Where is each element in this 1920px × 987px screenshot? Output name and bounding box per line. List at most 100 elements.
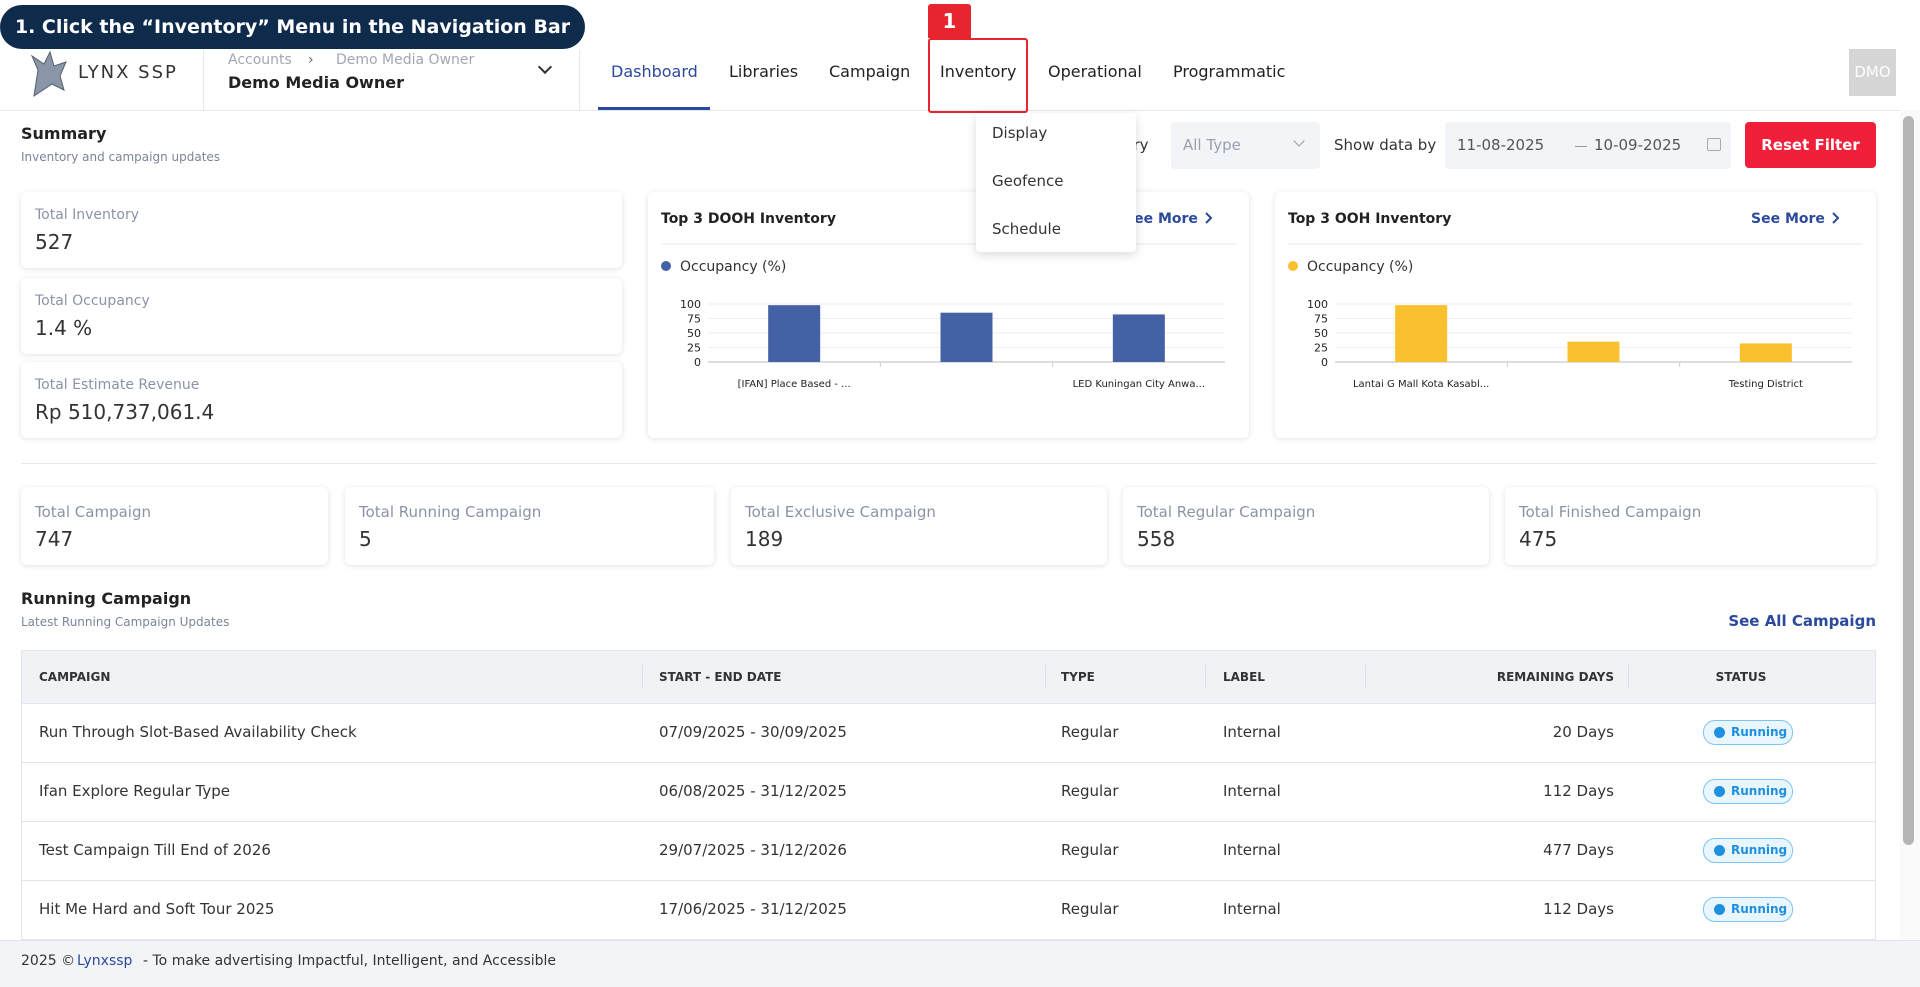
table-cell: Regular bbox=[1061, 900, 1119, 918]
table-cell: Regular bbox=[1061, 782, 1119, 800]
header-divider bbox=[203, 50, 204, 110]
stat-label: Total Inventory bbox=[35, 207, 140, 223]
bar bbox=[1395, 305, 1448, 362]
table-cell: 112 Days bbox=[1543, 900, 1614, 918]
breadcrumb-item[interactable]: Accounts bbox=[228, 52, 292, 68]
table-cell: 07/09/2025 - 30/09/2025 bbox=[659, 723, 847, 741]
select-text: All Type bbox=[1183, 136, 1241, 154]
table-row[interactable]: Run Through Slot-Based Availability Chec… bbox=[22, 703, 1875, 763]
nav-item[interactable]: Libraries bbox=[729, 62, 799, 81]
see-more-link[interactable]: See More bbox=[1751, 211, 1825, 227]
campaign-stat-card: Total Regular Campaign 558 bbox=[1123, 487, 1489, 565]
nav-item[interactable]: Inventory bbox=[940, 62, 1017, 81]
campaign-stat-card: Total Campaign 747 bbox=[21, 487, 328, 565]
table-cell: Regular bbox=[1061, 723, 1119, 741]
section-subtitle: Latest Running Campaign Updates bbox=[21, 615, 230, 629]
y-tick-label: 0 bbox=[694, 356, 701, 369]
table-row[interactable]: Ifan Explore Regular Type 06/08/2025 - 31… bbox=[22, 762, 1875, 822]
x-tick-label: Lantai G Mall Kota Kasabl... bbox=[1353, 379, 1489, 390]
column-header: CAMPAIGN bbox=[39, 670, 111, 684]
calendar-icon bbox=[1707, 138, 1721, 151]
stat-label: Total Occupancy bbox=[35, 293, 150, 309]
table-cell: Internal bbox=[1223, 900, 1281, 918]
stat-label: Total Exclusive Campaign bbox=[745, 503, 936, 521]
table: CAMPAIGN START - END DATE TYPE LABEL REMAINI… bbox=[21, 650, 1876, 941]
status-icon bbox=[1714, 727, 1725, 738]
stat-value: 1.4 % bbox=[35, 316, 93, 340]
campaign-stat-card: Total Finished Campaign 475 bbox=[1505, 487, 1876, 565]
table-cell: 112 Days bbox=[1543, 782, 1614, 800]
stat-label: Total Finished Campaign bbox=[1519, 503, 1702, 521]
breadcrumb-item[interactable]: Demo Media Owner bbox=[336, 52, 475, 68]
table-cell: Internal bbox=[1223, 723, 1281, 741]
footer-brand[interactable]: Lynxssp bbox=[77, 953, 133, 969]
table-header bbox=[22, 651, 1875, 704]
scrollbar-thumb[interactable] bbox=[1903, 116, 1914, 845]
campaign-stat-card: Total Running Campaign 5 bbox=[345, 487, 714, 565]
table-cell: Internal bbox=[1223, 782, 1281, 800]
inventory-dropdown: Display Geofence Schedule bbox=[976, 113, 1136, 252]
table-row[interactable]: Hit Me Hard and Soft Tour 2025 17/06/2025… bbox=[22, 880, 1875, 940]
column-divider bbox=[1365, 665, 1366, 689]
bar bbox=[1739, 343, 1792, 362]
type-select[interactable]: All Type bbox=[1171, 122, 1320, 169]
reset-button[interactable]: Reset Filter bbox=[1745, 122, 1876, 168]
stat-card: Total Inventory 527 bbox=[21, 192, 622, 268]
table-cell: Regular bbox=[1061, 841, 1119, 859]
footer-bar bbox=[0, 940, 1920, 987]
column-divider bbox=[1045, 665, 1046, 689]
column-divider bbox=[1205, 665, 1206, 689]
avatar[interactable]: DMO bbox=[1849, 49, 1896, 96]
date-end: 10-09-2025 bbox=[1594, 136, 1682, 154]
see-all-link[interactable]: See All Campaign bbox=[1728, 612, 1876, 630]
status-badge: Running bbox=[1703, 720, 1793, 745]
table-row[interactable]: Test Campaign Till End of 2026 29/07/2025… bbox=[22, 821, 1875, 881]
step-badge: 1 bbox=[928, 4, 971, 38]
date-range[interactable]: 11-08-2025 10-09-2025 bbox=[1445, 122, 1731, 169]
legend-label: Occupancy (%) bbox=[680, 259, 786, 275]
footer-copyright: 2025 © bbox=[21, 953, 76, 969]
column-header: START - END DATE bbox=[659, 670, 782, 684]
dropdown-item[interactable]: Schedule bbox=[992, 220, 1061, 238]
chart-card: Top 3 DOOH Inventory See More Occupancy (%… bbox=[648, 192, 1249, 438]
table-cell: Ifan Explore Regular Type bbox=[39, 782, 230, 800]
filter-label: Show data by bbox=[1334, 136, 1437, 154]
status-text: Running bbox=[1731, 902, 1788, 916]
nav-active-underline bbox=[598, 107, 710, 110]
y-tick-label: 25 bbox=[687, 342, 701, 355]
bar bbox=[1567, 341, 1620, 362]
status-badge: Running bbox=[1703, 779, 1793, 804]
status-icon bbox=[1714, 786, 1725, 797]
select-chevron bbox=[1293, 135, 1305, 147]
stat-value: 558 bbox=[1137, 527, 1176, 551]
account-name: Demo Media Owner bbox=[228, 73, 404, 92]
stat-value: 475 bbox=[1519, 527, 1558, 551]
campaign-stat-card: Total Exclusive Campaign 189 bbox=[731, 487, 1107, 565]
nav-item[interactable]: Campaign bbox=[829, 62, 911, 81]
chart-title: Top 3 DOOH Inventory bbox=[661, 211, 836, 227]
stat-card: Total Estimate Revenue Rp 510,737,061.4 bbox=[21, 362, 622, 438]
chevron-icon bbox=[1832, 212, 1840, 224]
divider bbox=[21, 463, 1876, 464]
nav-item[interactable]: Dashboard bbox=[611, 62, 698, 81]
logo-text: LYNX SSP bbox=[78, 62, 178, 83]
table-cell: 29/07/2025 - 31/12/2026 bbox=[659, 841, 847, 859]
y-tick-label: 75 bbox=[1314, 313, 1328, 326]
nav-item[interactable]: Programmatic bbox=[1173, 62, 1286, 81]
chart: Top 3 DOOH Inventory See More Occupancy (%… bbox=[661, 211, 1236, 390]
table-cell: Internal bbox=[1223, 841, 1281, 859]
status-icon bbox=[1714, 904, 1725, 915]
stat-label: Total Estimate Revenue bbox=[35, 377, 200, 393]
table-cell: 20 Days bbox=[1552, 723, 1614, 741]
see-more-link[interactable]: See More bbox=[1124, 211, 1198, 227]
dropdown-item[interactable]: Geofence bbox=[992, 172, 1064, 190]
chart: Top 3 OOH Inventory See More Occupancy (%)… bbox=[1288, 211, 1863, 390]
column-header: REMAINING DAYS bbox=[1496, 670, 1614, 684]
section-title: Summary bbox=[21, 124, 107, 143]
x-tick-label: LED Kuningan City Anwa... bbox=[1073, 379, 1205, 390]
nav-item[interactable]: Operational bbox=[1048, 62, 1142, 81]
dropdown-item[interactable]: Display bbox=[992, 124, 1048, 142]
stat-card: Total Occupancy 1.4 % bbox=[21, 278, 622, 354]
column-divider bbox=[642, 665, 643, 689]
date-start: 11-08-2025 bbox=[1457, 136, 1545, 154]
